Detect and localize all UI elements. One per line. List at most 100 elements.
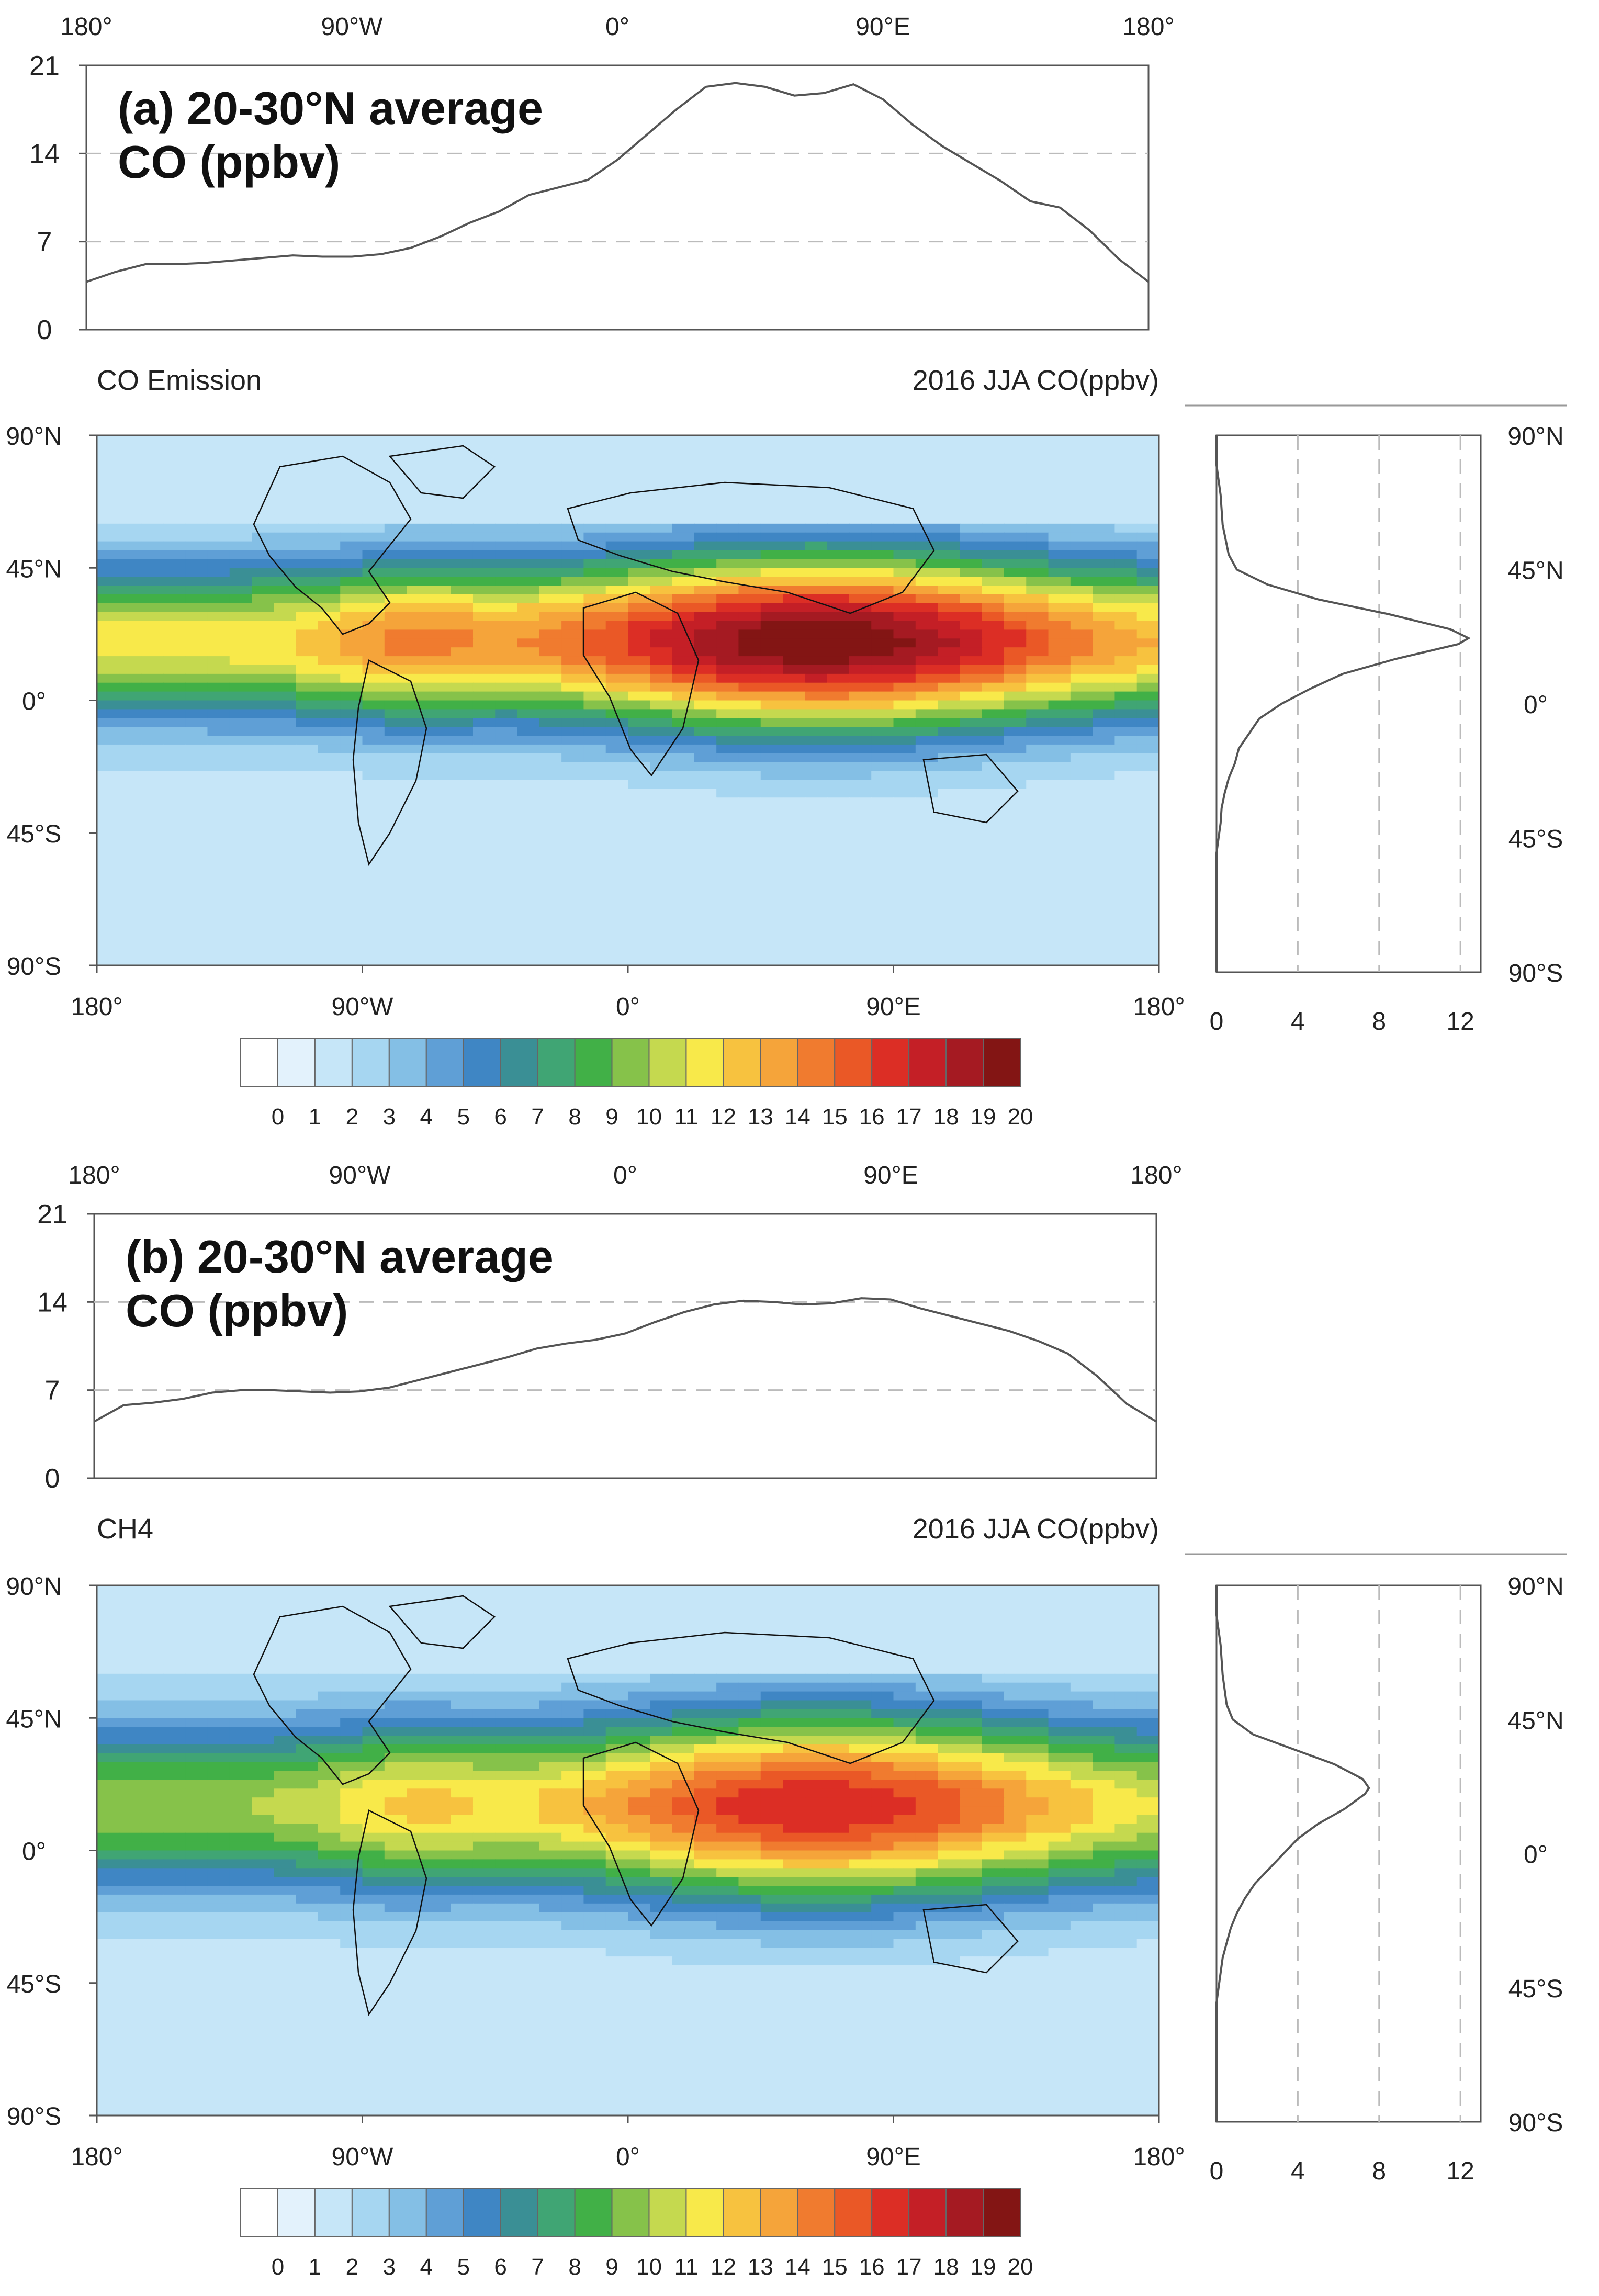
heatmap-cell [916,1656,938,1665]
heatmap-cell [119,1744,141,1754]
heatmap-cell [141,1683,164,1692]
heatmap-cell [1093,665,1115,674]
heatmap-cell [141,479,164,489]
heatmap-cell [871,842,894,851]
heatmap-cell [539,471,562,480]
heatmap-cell [1049,559,1071,568]
heatmap-cell [628,1895,650,1904]
heatmap-cell [650,797,672,807]
heatmap-cell [274,939,296,948]
heatmap-cell [849,1930,872,1939]
heatmap-cell [473,1753,496,1763]
heatmap-cell [1026,736,1049,745]
heatmap-cell [916,1603,938,1613]
heatmap-cell [650,859,672,869]
heatmap-cell [163,1709,186,1718]
heatmap-cell [694,506,717,515]
heatmap-cell [1004,745,1027,754]
heatmap-cell [672,930,695,939]
heatmap-cell [783,1895,805,1904]
heatmap-cell [1093,753,1115,763]
heatmap-cell [960,780,982,789]
heatmap-cell [252,842,274,851]
heatmap-cell [1137,797,1159,807]
heatmap-cell [561,780,584,789]
heatmap-cell [583,1709,606,1718]
heatmap-cell [363,806,385,816]
heatmap-cell [982,444,1005,454]
heatmap-cell [1026,1656,1049,1665]
heatmap-cell [1071,1753,1093,1763]
heatmap-cell [1049,1806,1071,1816]
colorbar-label: 17 [896,1104,922,1130]
heatmap-cell [982,921,1005,931]
heatmap-cell [517,1868,540,1877]
heatmap-cell [340,471,363,480]
heatmap-cell [583,956,606,966]
heatmap-cell [207,886,230,895]
heatmap-cell [318,559,341,568]
heatmap-cell [650,497,672,507]
heatmap-cell [274,1594,296,1604]
heatmap-cell [716,1638,739,1648]
heatmap-cell [849,1780,872,1789]
heatmap-cell [1049,1638,1071,1648]
heatmap-cell [1093,1895,1115,1904]
heatmap-cell [561,471,584,480]
heatmap-cell [827,1904,850,1913]
heatmap-cell [318,727,341,736]
heatmap-cell [185,692,208,701]
heatmap-cell [672,877,695,886]
heatmap-cell [274,1629,296,1639]
heatmap-cell [805,674,827,683]
heatmap-cell [274,956,296,966]
heatmap-cell [871,647,894,657]
heatmap-cell [583,736,606,745]
heatmap-cell [650,683,672,692]
heatmap-cell [473,727,496,736]
heatmap-cell [738,1638,761,1648]
heatmap-cell [539,1585,562,1595]
heatmap-cell [1049,656,1071,666]
heatmap-cell [1049,1815,1071,1825]
heatmap-cell [119,621,141,631]
heatmap-cell [583,948,606,957]
heatmap-cell [163,1780,186,1789]
heatmap-cell [1004,1851,1027,1860]
heatmap-cell [672,1744,695,1754]
heatmap-cell [539,647,562,657]
heatmap-cell [694,1886,717,1895]
heatmap-cell [539,515,562,524]
heatmap-cell [1004,1842,1027,1851]
heatmap-cell [783,745,805,754]
heatmap-cell [385,1692,407,1701]
heatmap-cell [1026,1797,1049,1807]
heatmap-cell [871,762,894,772]
heatmap-cell [517,956,540,966]
heatmap-cell [1026,1851,1049,1860]
heatmap-cell [982,1851,1005,1860]
heatmap-cell [363,745,385,754]
heatmap-cell [738,621,761,631]
heatmap-cell [650,877,672,886]
heatmap-cell [628,1780,650,1789]
heatmap-cell [539,1674,562,1683]
heatmap-cell [716,1806,739,1816]
heatmap-cell [805,1815,827,1825]
heatmap-cell [805,948,827,957]
heatmap-cell [340,745,363,754]
heatmap-cell [385,948,407,957]
heatmap-cell [119,745,141,754]
heatmap-cell [340,727,363,736]
heatmap-cell [783,674,805,683]
heatmap-cell [274,594,296,604]
heatmap-cell [1137,435,1159,445]
heatmap-cell [163,506,186,515]
heatmap-cell [274,683,296,692]
heatmap-cell [938,1612,960,1622]
heatmap-cell [938,868,960,877]
heatmap-cell [628,1603,650,1613]
heatmap-cell [628,1594,650,1604]
heatmap-cell [363,859,385,869]
heatmap-cell [230,1921,252,1931]
